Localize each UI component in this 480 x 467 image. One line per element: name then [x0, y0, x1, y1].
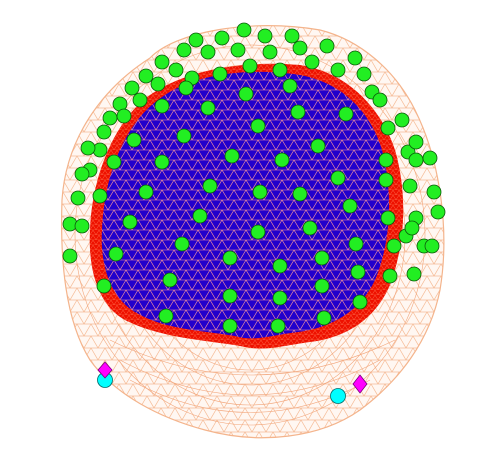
electrode-sphere: [257, 28, 273, 44]
electrode-sphere: [222, 288, 238, 304]
electrode-sphere: [378, 152, 394, 168]
electrode-sphere: [62, 248, 78, 264]
electrode-sphere: [250, 118, 266, 134]
electrodes: [62, 22, 446, 334]
electrode-sphere: [158, 308, 174, 324]
electrode-sphere: [200, 44, 216, 60]
electrode-sphere: [304, 54, 320, 70]
electrode-sphere: [80, 140, 96, 156]
electrode-sphere: [314, 278, 330, 294]
electrode-sphere: [92, 188, 108, 204]
electrode-sphere: [284, 28, 300, 44]
electrode-sphere: [408, 134, 424, 150]
electrode-sphere: [386, 238, 402, 254]
electrode-sphere: [154, 54, 170, 70]
electrode-sphere: [310, 138, 326, 154]
electrode-sphere: [102, 110, 118, 126]
electrode-sphere: [96, 278, 112, 294]
fiducials: [97, 361, 368, 404]
electrode-sphere: [342, 198, 358, 214]
electrode-sphere: [212, 66, 228, 82]
electrode-sphere: [380, 120, 396, 136]
electrode-sphere: [272, 258, 288, 274]
electrode-sphere: [174, 236, 190, 252]
electrode-sphere: [122, 214, 138, 230]
electrode-sphere: [138, 184, 154, 200]
electrode-sphere: [224, 148, 240, 164]
electrode-sphere: [250, 224, 266, 240]
electrode-sphere: [426, 184, 442, 200]
electrode-sphere: [262, 44, 278, 60]
electrode-sphere: [162, 272, 178, 288]
electrode-sphere: [74, 166, 90, 182]
electrode-sphere: [116, 108, 132, 124]
fiducial-circle-right: [330, 388, 346, 404]
electrode-sphere: [272, 290, 288, 306]
electrode-sphere: [238, 86, 254, 102]
electrode-sphere: [272, 62, 288, 78]
electrode-sphere: [74, 218, 90, 234]
electrode-sphere: [150, 76, 166, 92]
electrode-sphere: [422, 150, 438, 166]
electrode-sphere: [406, 266, 422, 282]
electrode-sphere: [378, 172, 394, 188]
fiducial-diamond-left: [97, 361, 113, 379]
electrode-sphere: [214, 30, 230, 46]
electrode-sphere: [126, 132, 142, 148]
electrode-sphere: [178, 80, 194, 96]
electrode-sphere: [404, 220, 420, 236]
electrode-sphere: [230, 42, 246, 58]
electrode-sphere: [106, 154, 122, 170]
electrode-sphere: [352, 294, 368, 310]
electrode-sphere: [316, 310, 332, 326]
electrode-sphere: [200, 100, 216, 116]
electrode-sphere: [348, 236, 364, 252]
electrode-sphere: [394, 112, 410, 128]
electrode-sphere: [330, 170, 346, 186]
electrode-sphere: [70, 190, 86, 206]
electrode-sphere: [330, 62, 346, 78]
electrode-sphere: [242, 58, 258, 74]
electrode-sphere: [188, 32, 204, 48]
electrode-sphere: [252, 184, 268, 200]
electrode-sphere: [236, 22, 252, 38]
electrode-sphere: [290, 104, 306, 120]
electrode-sphere: [270, 318, 286, 334]
electrode-sphere: [292, 186, 308, 202]
electrode-sphere: [408, 152, 424, 168]
electrode-sphere: [319, 38, 335, 54]
fiducial-diamond-right: [352, 374, 368, 394]
electrode-sphere: [176, 128, 192, 144]
electrode-sphere: [347, 50, 363, 66]
electrode-sphere: [430, 204, 446, 220]
electrode-sphere: [356, 66, 372, 82]
electrode-sphere: [350, 264, 366, 280]
electrode-sphere: [382, 268, 398, 284]
electrode-sphere: [222, 250, 238, 266]
electrode-sphere: [372, 92, 388, 108]
electrode-sphere: [292, 40, 308, 56]
electrode-sphere: [274, 152, 290, 168]
electrode-sphere: [338, 106, 354, 122]
electrode-sphere: [96, 124, 112, 140]
electrode-sphere: [380, 210, 396, 226]
electrode-sphere: [154, 98, 170, 114]
electrode-sphere: [202, 178, 218, 194]
electrode-sphere: [132, 92, 148, 108]
electrode-sphere: [124, 80, 140, 96]
electrode-sphere: [108, 246, 124, 262]
electrode-sphere: [154, 154, 170, 170]
electrode-sphere: [176, 42, 192, 58]
electrode-sphere: [402, 178, 418, 194]
electrode-sphere: [302, 220, 318, 236]
electrode-sphere: [168, 62, 184, 78]
electrode-sphere: [138, 68, 154, 84]
electrode-sphere: [282, 78, 298, 94]
electrode-sphere: [222, 318, 238, 334]
electrode-sphere: [192, 208, 208, 224]
electrode-sphere: [424, 238, 440, 254]
electrode-sphere: [314, 250, 330, 266]
